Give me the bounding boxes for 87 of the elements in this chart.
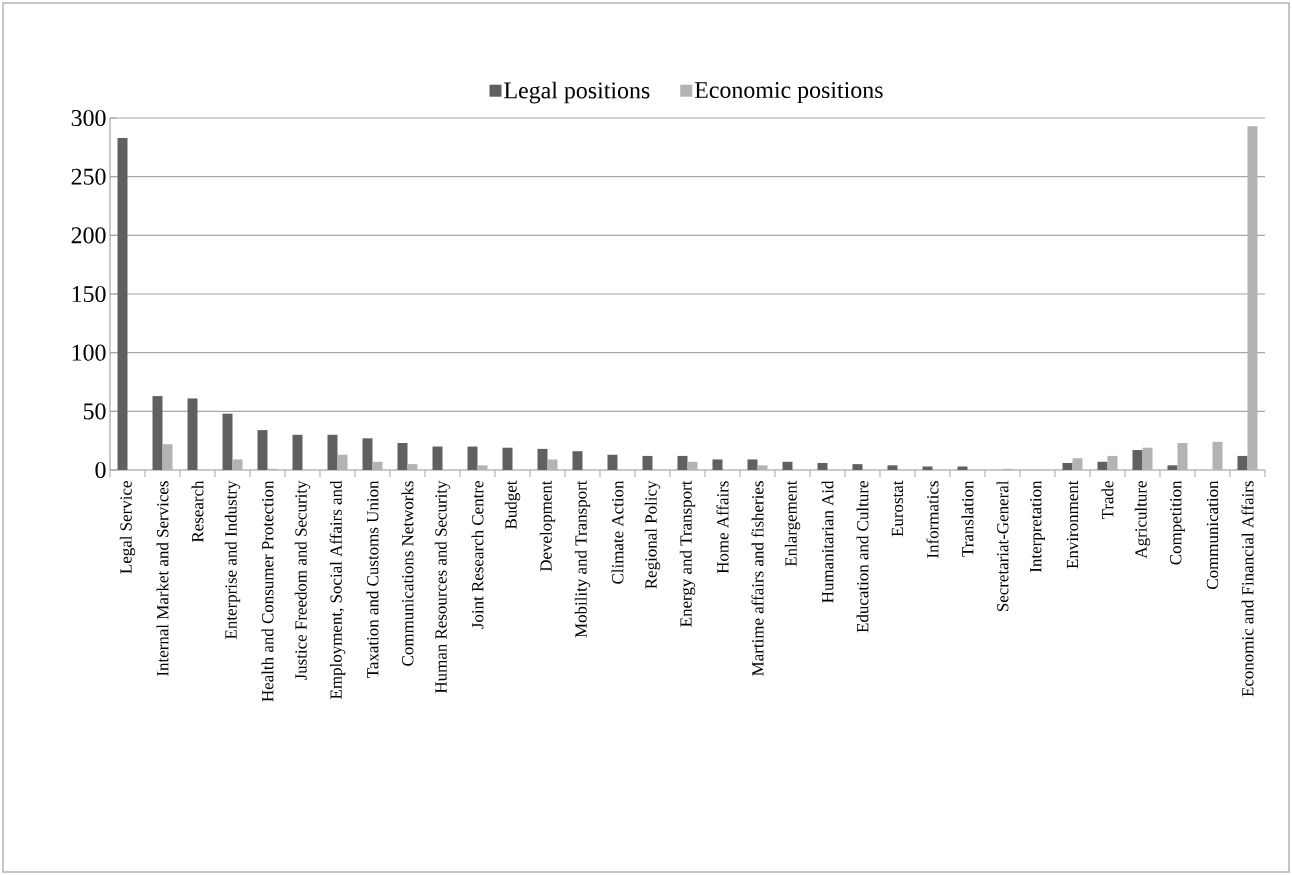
bar xyxy=(162,444,173,470)
legend-label: Economic positions xyxy=(694,82,883,103)
x-tick-label: Budget xyxy=(504,480,521,529)
bar xyxy=(1212,441,1223,470)
bar xyxy=(292,434,303,470)
bar xyxy=(477,465,488,470)
x-tick-label: Employment, Social Affairs and xyxy=(329,480,346,699)
bar xyxy=(1097,461,1108,470)
x-tick-label: Communications Networks xyxy=(401,481,414,666)
y-tick-label: 300 xyxy=(71,109,106,127)
x-tick-label: Martime affairs and fisheries xyxy=(751,481,764,676)
bar xyxy=(327,434,338,470)
bar xyxy=(957,466,968,470)
bar xyxy=(1107,455,1118,470)
bar xyxy=(432,446,443,470)
x-tick-label: Trade xyxy=(1101,481,1114,520)
x-tick-label: Regional Policy xyxy=(644,480,661,589)
x-tick-label: Enlargement xyxy=(784,480,801,567)
bar xyxy=(1072,458,1083,470)
x-tick-label: Secretariat-General xyxy=(996,480,1009,612)
bar xyxy=(607,454,618,470)
x-tick-label: Internal Market and Services xyxy=(156,481,169,677)
bar xyxy=(782,461,793,470)
x-tick-label: Justice Freedom and Security xyxy=(294,480,311,681)
bar xyxy=(677,455,688,470)
x-tick-label: Economic and Financial Affairs xyxy=(1241,481,1254,697)
x-tick-label: Communication xyxy=(1206,480,1219,589)
x-tick-label: Legal Service xyxy=(119,481,136,574)
x-tick-label: Translation xyxy=(961,480,974,557)
bar xyxy=(117,137,128,470)
x-tick-label: Taxation and Customs Union xyxy=(366,480,379,679)
x-tick-label: Enterprise and Industry xyxy=(224,480,241,640)
x-tick-label: Mobility and Transport xyxy=(574,480,591,638)
bar xyxy=(152,396,163,470)
bar xyxy=(187,398,198,470)
x-tick-label: Energy and Transport xyxy=(679,480,696,627)
legend-label: Legal positions xyxy=(504,81,650,104)
bar xyxy=(1132,450,1143,470)
bar xyxy=(337,454,348,470)
x-tick-label: Competition xyxy=(1170,480,1185,565)
bar xyxy=(502,447,513,470)
x-tick-label: Joint Research Centre xyxy=(471,481,484,629)
bar xyxy=(537,448,548,470)
x-tick-label: Agriculture xyxy=(1134,481,1151,559)
x-tick-label: Interpretation xyxy=(1030,480,1045,573)
bar xyxy=(397,443,408,470)
y-tick-label: 250 xyxy=(71,168,106,185)
bar xyxy=(362,438,373,470)
bar xyxy=(817,462,828,470)
bar xyxy=(467,446,478,470)
bar xyxy=(407,464,418,470)
bar xyxy=(1247,126,1258,470)
bar xyxy=(257,430,268,470)
bar xyxy=(757,465,768,470)
bar xyxy=(372,461,383,470)
x-tick-label: Development xyxy=(539,480,556,572)
x-tick-label: Human Resources and Security xyxy=(434,480,451,694)
bar xyxy=(572,451,583,470)
bar xyxy=(687,461,698,470)
y-tick-label: 0 xyxy=(95,461,106,479)
bar xyxy=(222,413,233,470)
bar xyxy=(1177,443,1188,470)
bar xyxy=(852,464,863,470)
bar xyxy=(232,459,243,470)
bar xyxy=(642,455,653,470)
x-tick-label: Humanitarian Aid xyxy=(821,480,834,603)
bar xyxy=(887,465,898,470)
x-tick-label: Climate Action xyxy=(611,480,624,584)
bar xyxy=(1167,465,1178,470)
bar xyxy=(1237,455,1248,470)
bar xyxy=(1062,462,1073,470)
x-tick-label: Environment xyxy=(1066,480,1079,569)
y-tick-label: 200 xyxy=(71,227,106,244)
x-tick-label: Eurostat xyxy=(891,480,904,537)
x-tick-label: Education and Culture xyxy=(856,481,869,633)
bar xyxy=(747,459,758,470)
bar xyxy=(712,459,723,470)
y-tick-label: 150 xyxy=(72,285,106,303)
y-tick-label: 50 xyxy=(83,403,106,420)
bar xyxy=(922,466,933,470)
y-tick-label: 100 xyxy=(72,344,106,361)
bar xyxy=(1142,447,1153,470)
x-tick-label: Informatics xyxy=(926,481,939,558)
x-tick-label: Health and Consumer Protection xyxy=(261,480,274,702)
bar xyxy=(547,459,558,470)
x-tick-label: Home Affairs xyxy=(716,481,729,574)
x-tick-label: Research xyxy=(191,480,204,543)
